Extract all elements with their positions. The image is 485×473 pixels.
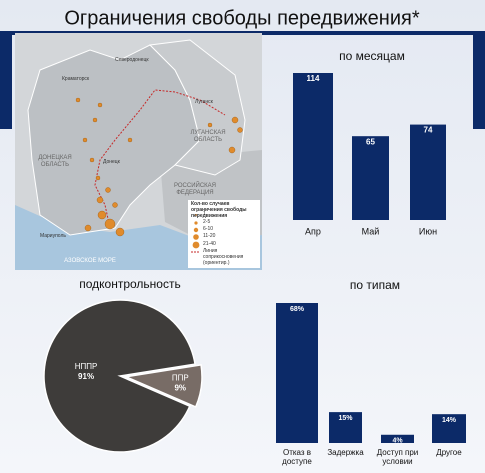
value-label: 14% (442, 417, 457, 424)
slice-value: 91% (78, 372, 94, 381)
x-tick-label: Другое (436, 448, 462, 457)
value-label: 68% (290, 306, 305, 313)
chart-title: подконтрольность (79, 277, 180, 291)
map-label: Луганск (195, 99, 213, 105)
slice-label: НППР (75, 362, 98, 371)
value-label: 74 (424, 126, 433, 135)
legend-item: Линия соприкосновения (ориентир.) (203, 248, 244, 266)
bar (293, 73, 333, 220)
map-label: ДОНЕЦКАЯ ОБЛАСТЬ (38, 155, 72, 168)
x-tick-label: Доступ при условии (376, 448, 419, 466)
bar (410, 124, 446, 220)
value-label: 15% (338, 415, 353, 422)
value-label: 114 (307, 74, 320, 83)
x-tick-label: Отказ в доступе (282, 448, 312, 466)
slice-value: 9% (174, 384, 186, 393)
legend-item: 21-40 (203, 241, 216, 247)
x-tick-label: Май (362, 226, 380, 236)
x-tick-label: Апр (305, 226, 321, 236)
map (15, 33, 262, 270)
legend-item: 11-20 (203, 233, 216, 239)
map-label: Донецк (103, 159, 120, 165)
map-label: Краматорск (62, 76, 90, 82)
map-label: АЗОВСКОЕ МОРЕ (64, 258, 116, 264)
bar (381, 434, 414, 443)
x-tick-label: Задержка (327, 448, 364, 457)
slice-label: ППР (172, 374, 189, 383)
map-label: Мариуполь (40, 233, 66, 239)
page-title: Ограничения свободы передвижения* (64, 7, 420, 29)
chart-title: по типам (350, 278, 400, 292)
bar (352, 136, 389, 220)
frame (0, 31, 12, 129)
map-label: ЛУГАНСКАЯ ОБЛАСТЬ (190, 130, 226, 143)
legend-item: 1 (203, 211, 206, 217)
bar (276, 303, 318, 443)
value-label: 4% (392, 438, 403, 445)
bar (329, 412, 362, 443)
chart-title: по месяцам (339, 49, 405, 63)
x-tick-label: Июн (419, 226, 437, 236)
legend-item: 2-5 (203, 219, 211, 225)
map-label: Северодонецк (115, 57, 149, 63)
bar (432, 414, 466, 443)
map-label: РОССИЙСКАЯ ФЕДЕРАЦИЯ (174, 183, 216, 196)
pie-slice (123, 364, 203, 408)
legend-title: Кол-во случаев ограничения свободы перед… (191, 201, 247, 219)
pie-slice (43, 299, 196, 453)
frame (473, 31, 485, 129)
value-label: 65 (366, 137, 375, 146)
legend-item: 6-10 (203, 226, 214, 232)
